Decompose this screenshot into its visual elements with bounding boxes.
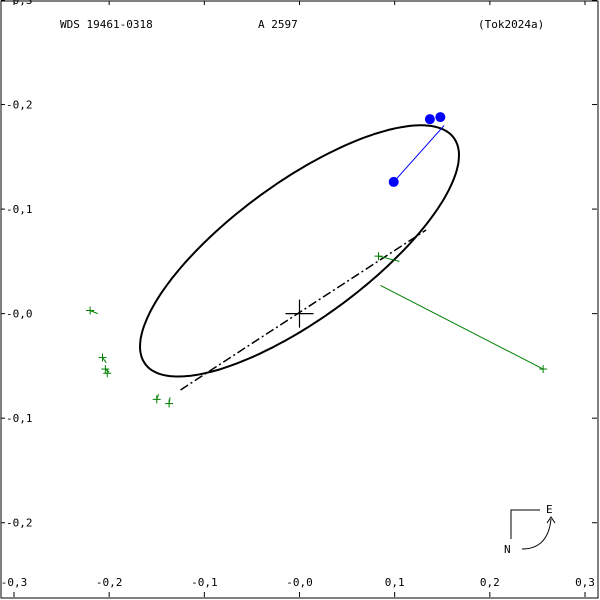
orbit-ellipse xyxy=(138,124,461,378)
visual-residual xyxy=(102,357,107,364)
orbit-group xyxy=(138,124,461,391)
interferometric-measurement xyxy=(424,114,435,125)
x-tick-label: -0,1 xyxy=(191,576,218,589)
y-tick-label: -0,0 xyxy=(6,308,33,321)
y-tick-label: -0,1 xyxy=(6,412,33,425)
compass-north-label: N xyxy=(504,543,511,556)
residuals-group xyxy=(89,114,544,404)
compass-arrow-icon xyxy=(521,518,552,550)
visual-measurement xyxy=(539,365,548,374)
visual-measurement xyxy=(165,399,174,408)
visual-measurement xyxy=(374,252,383,261)
visual-residual xyxy=(378,255,400,262)
measurements-group xyxy=(86,112,548,408)
y-tick-label: -0,2 xyxy=(6,517,33,530)
visual-measurement xyxy=(152,395,161,404)
visual-residual xyxy=(89,310,98,315)
visual-measurement xyxy=(98,353,107,362)
compass-arrowhead-icon xyxy=(546,516,556,524)
visual-measurement xyxy=(101,365,110,374)
designation-label: A 2597 xyxy=(258,18,298,31)
compass-east-label: E xyxy=(546,503,553,516)
periastron-ref xyxy=(300,128,443,314)
y-tick-label: -0,2 xyxy=(6,99,33,112)
interferometric-measurement xyxy=(388,176,399,187)
x-tick-label: -0,2 xyxy=(96,576,123,589)
reference-label: (Tok2024a) xyxy=(478,18,544,31)
x-tick-label: 0,1 xyxy=(385,576,405,589)
y-tick-label: -0,1 xyxy=(6,203,33,216)
y-tick-label: -0,3 xyxy=(6,0,33,7)
x-tick-label: -0,0 xyxy=(286,576,313,589)
visual-residual xyxy=(380,284,544,370)
object-label: WDS 19461-0318 xyxy=(60,18,153,31)
x-tick-label: -0,3 xyxy=(1,576,28,589)
visual-measurement xyxy=(103,369,112,378)
compass: E N xyxy=(504,503,556,556)
interferometric-residual xyxy=(393,125,445,183)
x-tick-label: 0,3 xyxy=(575,576,595,589)
visual-measurement xyxy=(86,306,95,315)
line-of-nodes xyxy=(180,229,427,391)
compass-arms xyxy=(510,509,540,539)
x-tick-label: 0,2 xyxy=(480,576,500,589)
interferometric-measurement xyxy=(435,112,446,123)
